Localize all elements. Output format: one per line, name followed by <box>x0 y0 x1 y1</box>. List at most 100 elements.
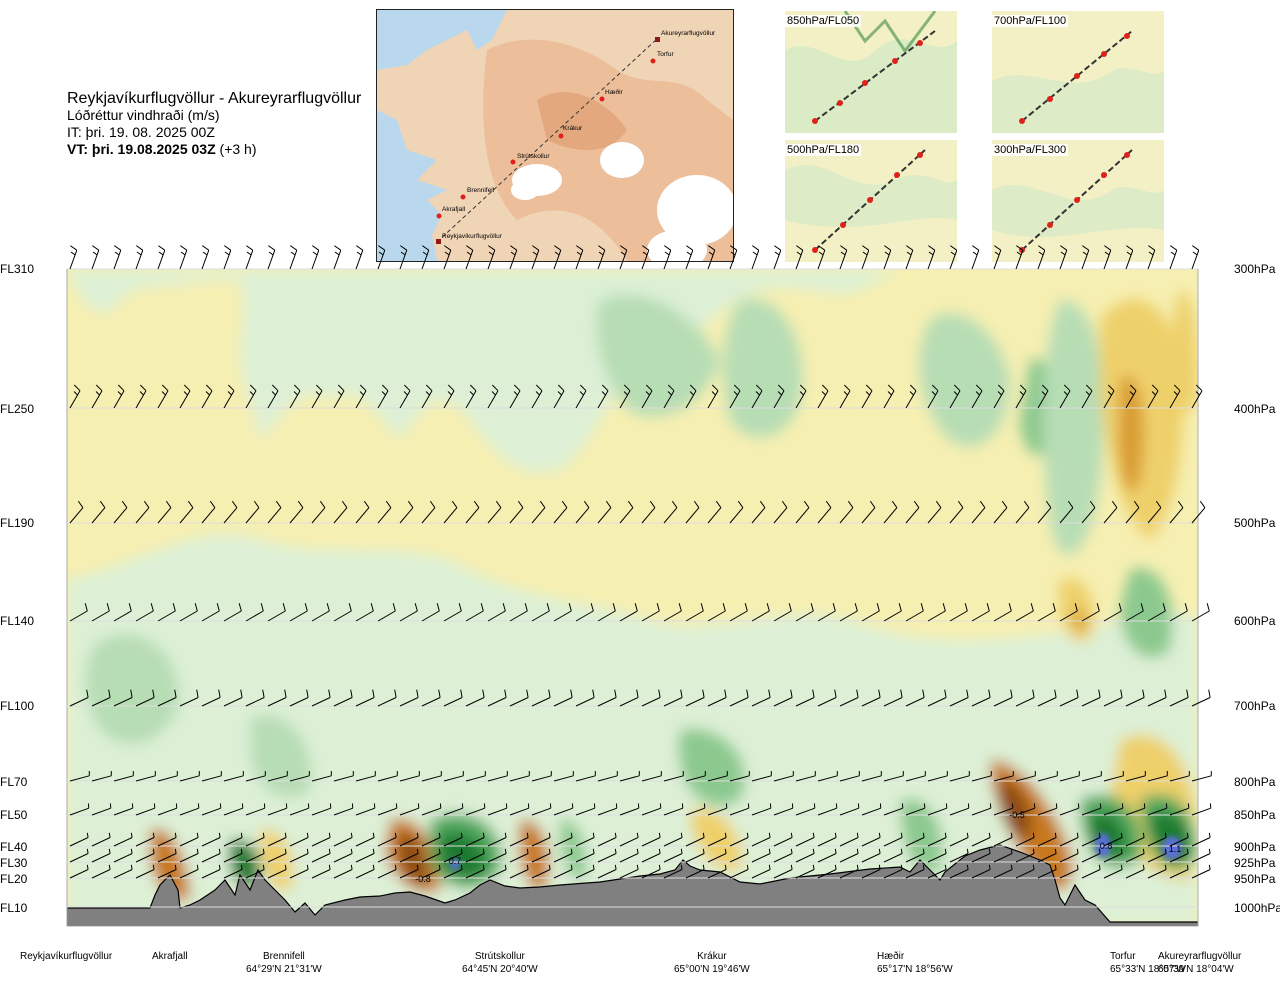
wind-barb <box>1059 603 1078 622</box>
map-label-strutskollur: Strútskollur <box>517 153 550 160</box>
wind-barb <box>1169 500 1184 524</box>
annot-1: -0.8 <box>415 874 431 884</box>
loc-krakur: Krákur 65°00'N 19°46'W <box>674 950 750 976</box>
wind-barb <box>839 500 854 524</box>
wind-barb <box>157 832 177 847</box>
wind-barb <box>201 803 222 816</box>
wind-barb <box>487 832 507 847</box>
wind-barb <box>399 848 419 863</box>
map-label-akrafjall: Akrafjall <box>442 206 466 213</box>
wind-barb <box>333 245 342 270</box>
wind-barb <box>663 245 672 270</box>
wind-barb <box>971 832 991 847</box>
wind-barb <box>597 689 617 707</box>
wind-barb <box>113 864 133 879</box>
wind-barb <box>641 803 662 816</box>
wind-barb <box>575 384 587 409</box>
map-label-haedir: Hæðir <box>605 88 624 96</box>
wind-barb <box>839 689 859 707</box>
wind-barb <box>729 689 749 707</box>
wind-barb <box>465 864 485 879</box>
wind-barb <box>355 848 375 863</box>
wind-barb <box>795 500 810 524</box>
wind-barb <box>443 689 463 707</box>
wind-barb <box>949 500 964 524</box>
wind-barb <box>1103 500 1118 524</box>
wind-barb <box>553 803 574 816</box>
wind-barb <box>707 500 722 524</box>
wind-barb <box>1147 832 1167 847</box>
wind-barb <box>1169 864 1189 879</box>
wind-barb <box>553 771 574 782</box>
wind-barb <box>465 384 477 409</box>
wind-barb <box>575 689 595 707</box>
wind-barb <box>289 832 309 847</box>
wind-barb <box>729 384 741 409</box>
wind-barb <box>729 500 744 524</box>
wind-barb <box>311 832 331 847</box>
wind-barb <box>377 500 392 524</box>
wind-barb <box>69 245 78 270</box>
wind-barb <box>91 603 110 622</box>
wind-barb <box>443 384 455 409</box>
wind-barb <box>1147 500 1162 524</box>
wind-barb <box>91 864 111 879</box>
wind-barb <box>883 864 903 879</box>
wind-barb <box>575 864 595 879</box>
loc-akureyri: Akureyrarflugvöllur 65°39'N 18°04'W <box>1158 950 1241 976</box>
wind-barb <box>839 384 851 409</box>
wind-barb <box>1125 864 1145 879</box>
wind-barb <box>707 848 727 863</box>
wind-barb <box>311 848 331 863</box>
wind-barb <box>575 500 590 524</box>
wind-barb <box>311 689 331 707</box>
hpa-label-950: 950hPa <box>1234 872 1276 886</box>
wind-barb <box>553 245 562 270</box>
wind-barb <box>69 771 90 782</box>
wind-barb <box>641 848 661 863</box>
wind-barb <box>971 245 980 270</box>
loc-strutskollur: Strútskollur 64°45'N 20°40'W <box>462 950 538 976</box>
wind-barb <box>223 832 243 847</box>
wind-barb <box>949 603 968 622</box>
loc-name: Torfur <box>1110 951 1136 962</box>
wind-barb <box>1059 848 1079 863</box>
wind-barb <box>707 384 719 409</box>
fl-label-100: FL100 <box>0 699 35 713</box>
wind-barb <box>1169 848 1189 863</box>
wind-barb <box>707 864 727 879</box>
wind-barb <box>685 500 700 524</box>
loc-coord: 65°00'N 19°46'W <box>674 964 750 975</box>
wind-barb <box>245 603 264 622</box>
wind-barb <box>1037 384 1049 409</box>
wind-barb <box>795 771 816 782</box>
wind-barb <box>883 500 898 524</box>
wind-barb <box>531 803 552 816</box>
wind-barb <box>267 771 288 782</box>
wind-barb <box>817 603 836 622</box>
wind-barb <box>905 384 917 409</box>
wind-barb <box>861 689 881 707</box>
wind-barb <box>69 864 89 879</box>
wind-barb <box>509 848 529 863</box>
wind-barb <box>1081 864 1101 879</box>
wind-barb <box>905 603 924 622</box>
wind-barb <box>355 832 375 847</box>
wind-barb <box>685 245 694 270</box>
wind-barb <box>597 500 612 524</box>
wind-barb <box>179 689 199 707</box>
wind-barb <box>839 848 859 863</box>
fl-label-10: FL10 <box>0 901 28 915</box>
map-label-brennifell: Brennifell <box>467 187 495 194</box>
loc-name: Akureyrarflugvöllur <box>1158 951 1242 962</box>
wind-barb <box>487 500 502 524</box>
hpa-label-600: 600hPa <box>1234 614 1276 628</box>
wind-barb <box>685 689 705 707</box>
annot-3: 0.8 <box>1100 841 1113 851</box>
wind-barb <box>1191 603 1210 622</box>
wind-barb <box>575 848 595 863</box>
loc-akrafjall: Akrafjall <box>152 950 188 963</box>
wind-barb <box>751 689 771 707</box>
wind-barb <box>487 803 508 816</box>
wind-barb <box>201 603 220 622</box>
